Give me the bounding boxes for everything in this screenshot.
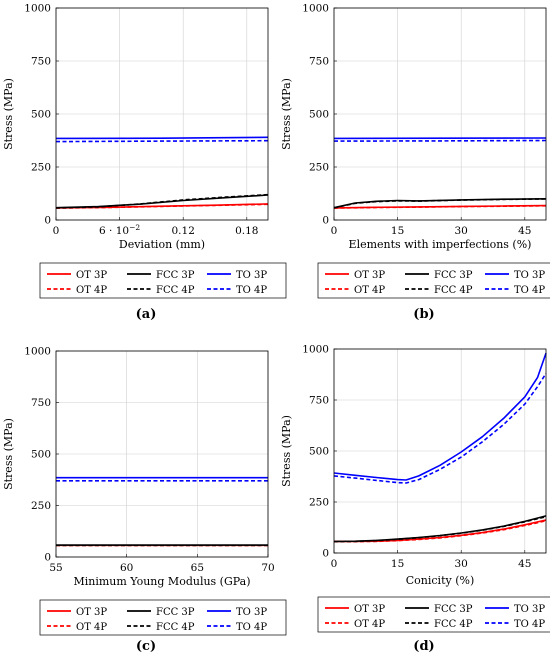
x-tick-label: 0.18 bbox=[235, 225, 258, 237]
y-tick-label: 500 bbox=[31, 109, 51, 121]
legend-label: TO 4P bbox=[514, 285, 545, 296]
y-tick-label: 0 bbox=[44, 552, 51, 564]
y-axis-label: Stress (MPa) bbox=[280, 415, 293, 487]
legend-box bbox=[317, 262, 550, 299]
y-tick-label: 250 bbox=[309, 162, 329, 174]
y-tick-label: 0 bbox=[322, 215, 329, 227]
chart-panel-3: 55 60 65 70 0 250 500 750 1000 Minimum Young Modu… bbox=[2, 346, 287, 654]
legend: OT 3P FCC 3P TO 3P OT 4P FCC 4P TO 4P bbox=[317, 262, 550, 299]
legend-box bbox=[317, 596, 550, 633]
legend-label: FCC 3P bbox=[434, 270, 473, 281]
series-line-to-4p bbox=[333, 373, 547, 484]
legend-label: OT 3P bbox=[354, 604, 385, 615]
legend-label: FCC 4P bbox=[156, 285, 195, 296]
legend-label: FCC 4P bbox=[434, 285, 473, 296]
chart-panel-4: 0 15 30 45 0 250 500 750 1000 Conicity (%) Stress … bbox=[280, 344, 550, 654]
legend-label: TO 3P bbox=[514, 270, 545, 281]
series-line-fcc-4p bbox=[333, 198, 547, 209]
x-tick-label: 60 bbox=[120, 562, 133, 574]
x-tick-label: 30 bbox=[455, 225, 468, 237]
x-tick-label-exponent: −2 bbox=[129, 223, 140, 232]
series-line-to-4p bbox=[55, 139, 269, 143]
x-tick-label: 6 · 10−2 bbox=[99, 223, 140, 237]
panel-caption: (c) bbox=[136, 639, 156, 654]
series-line-fcc-4p bbox=[333, 515, 547, 543]
x-tick-label: 0 bbox=[53, 225, 60, 237]
legend-label: OT 3P bbox=[76, 607, 107, 618]
x-tick-label: 0 bbox=[331, 558, 338, 570]
y-tick-label: 250 bbox=[31, 500, 51, 512]
legend-label: FCC 3P bbox=[156, 270, 195, 281]
y-tick-label: 500 bbox=[31, 449, 51, 461]
x-tick-label: 55 bbox=[49, 562, 62, 574]
legend-label: OT 3P bbox=[354, 270, 385, 281]
y-tick-label: 500 bbox=[309, 446, 329, 458]
y-tick-label: 1000 bbox=[302, 3, 329, 15]
x-tick-label: 0 bbox=[331, 225, 338, 237]
x-tick-label: 45 bbox=[518, 225, 531, 237]
x-tick-label: 65 bbox=[191, 562, 204, 574]
y-tick-label: 500 bbox=[309, 109, 329, 121]
legend-label: TO 3P bbox=[236, 270, 267, 281]
legend-label: TO 3P bbox=[236, 607, 267, 618]
x-tick-label: 15 bbox=[391, 558, 404, 570]
x-tick-label: 15 bbox=[391, 225, 404, 237]
legend-label: FCC 3P bbox=[434, 604, 473, 615]
legend-box bbox=[39, 262, 287, 299]
y-tick-label: 1000 bbox=[302, 344, 329, 356]
x-axis-label: Conicity (%) bbox=[406, 574, 475, 587]
chart-panel-2: 0 15 30 45 0 250 500 750 1000 Elements with imper… bbox=[280, 3, 550, 322]
legend-label: TO 4P bbox=[236, 285, 267, 296]
series-line-ot-4p bbox=[333, 205, 547, 209]
series-line-fcc-4p bbox=[55, 193, 269, 209]
x-tick-label: 0.12 bbox=[172, 225, 195, 237]
legend-label: FCC 4P bbox=[434, 619, 473, 630]
legend-label: OT 3P bbox=[76, 270, 107, 281]
y-tick-label: 0 bbox=[44, 215, 51, 227]
y-tick-label: 750 bbox=[309, 395, 329, 407]
y-axis-label: Stress (MPa) bbox=[2, 78, 15, 150]
x-tick-label-base: 6 · 10 bbox=[99, 225, 129, 237]
legend-label: TO 4P bbox=[514, 619, 545, 630]
legend-label: OT 4P bbox=[354, 285, 385, 296]
x-tick-label: 30 bbox=[455, 558, 468, 570]
x-axis-label: Deviation (mm) bbox=[119, 238, 205, 251]
y-tick-label: 750 bbox=[31, 56, 51, 68]
legend-label: OT 4P bbox=[76, 285, 107, 296]
y-tick-label: 0 bbox=[322, 548, 329, 560]
legend-label: OT 4P bbox=[76, 622, 107, 633]
legend-label: TO 4P bbox=[236, 622, 267, 633]
legend: OT 3P FCC 3P TO 3P OT 4P FCC 4P TO 4P bbox=[317, 596, 550, 633]
y-axis-label: Stress (MPa) bbox=[280, 78, 293, 150]
legend-box bbox=[39, 599, 287, 636]
y-tick-label: 750 bbox=[309, 56, 329, 68]
y-tick-label: 250 bbox=[309, 497, 329, 509]
panel-caption: (b) bbox=[413, 307, 434, 322]
series-line-to-3p bbox=[333, 352, 547, 481]
y-tick-label: 1000 bbox=[24, 346, 51, 358]
series-line-to-3p bbox=[55, 136, 269, 140]
legend-label: FCC 4P bbox=[156, 622, 195, 633]
panel-caption: (d) bbox=[413, 639, 434, 654]
panel-caption: (a) bbox=[136, 307, 157, 322]
chart-panel-1: 0 6 · 10−2 0.12 0.18 0 250 500 750 1000 Deviation… bbox=[2, 3, 287, 322]
legend-label: FCC 3P bbox=[156, 607, 195, 618]
legend-label: OT 4P bbox=[354, 619, 385, 630]
y-tick-label: 750 bbox=[31, 397, 51, 409]
y-tick-label: 1000 bbox=[24, 3, 51, 15]
legend: OT 3P FCC 3P TO 3P OT 4P FCC 4P TO 4P bbox=[39, 262, 287, 299]
legend-label: TO 3P bbox=[514, 604, 545, 615]
x-tick-label: 70 bbox=[261, 562, 274, 574]
series-line-to-4p bbox=[333, 139, 547, 142]
x-tick-label: 45 bbox=[518, 558, 531, 570]
y-tick-label: 250 bbox=[31, 162, 51, 174]
y-axis-label: Stress (MPa) bbox=[2, 418, 15, 490]
legend: OT 3P FCC 3P TO 3P OT 4P FCC 4P TO 4P bbox=[39, 599, 287, 636]
x-axis-label: Minimum Young Modulus (GPa) bbox=[73, 575, 250, 588]
x-axis-label: Elements with imperfections (%) bbox=[349, 238, 532, 251]
